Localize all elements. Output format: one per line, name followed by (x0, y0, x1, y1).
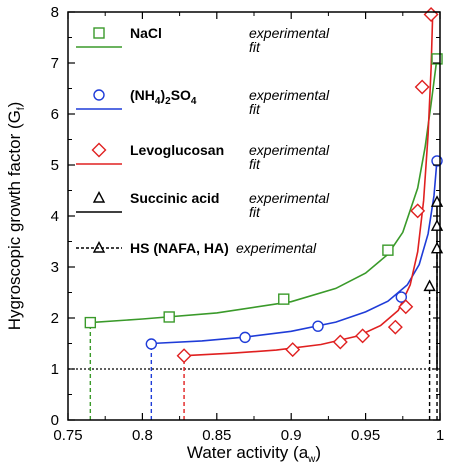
fit-line (151, 159, 438, 345)
data-point (431, 53, 443, 65)
y-axis-title-sub: f (16, 107, 27, 110)
fit-line (184, 17, 434, 357)
data-point (423, 279, 436, 292)
x-tick-label: 0.85 (202, 427, 231, 444)
legend-name-part: ) (160, 87, 165, 103)
data-point (414, 79, 430, 95)
data-point (84, 316, 97, 329)
data-point (332, 334, 348, 350)
data-point (285, 342, 301, 358)
data-point (423, 7, 439, 23)
legend-experimental-label: experimental (236, 240, 317, 256)
data-point (278, 293, 290, 305)
x-axis-title: Water activity (aw) (187, 443, 321, 465)
x-tick-label: 0.9 (281, 427, 302, 444)
data-point (387, 319, 403, 335)
data-point (410, 203, 426, 219)
data-point (145, 338, 158, 350)
reference-lines-layer (68, 248, 440, 420)
legend-name-part: 4 (191, 96, 197, 107)
legend-marker (92, 240, 106, 253)
y-tick-label: 7 (51, 55, 59, 72)
legend-series-name: (NH4)2SO4 (130, 87, 197, 107)
data-point (239, 331, 251, 344)
y-axis-title: Hygroscopic growth factor (Gf) (5, 102, 27, 331)
legend-experimental-label: experimental (249, 142, 330, 158)
x-tick-label: 0.8 (132, 427, 153, 444)
y-tick-label: 6 (51, 106, 59, 123)
legend-series-name: Levoglucosan (130, 142, 224, 158)
axis-ticks-layer: 0.75 0.8 0.85 0.9 0.95 1 0 1 2 3 4 5 6 7 8 (51, 4, 445, 444)
fit-lines-layer (90, 17, 438, 369)
x-tick-label: 0.95 (351, 427, 380, 444)
data-point (355, 328, 371, 344)
data-point (395, 291, 408, 303)
legend-marker (93, 89, 105, 101)
legend-fit-label: fit (249, 156, 261, 172)
x-axis-title-end: ) (315, 443, 321, 462)
y-tick-label: 1 (51, 361, 59, 378)
data-point (176, 348, 192, 364)
y-axis-title-end: ) (5, 102, 24, 108)
y-tick-label: 0 (51, 412, 59, 429)
legend-marker (91, 142, 107, 158)
y-tick-label: 4 (51, 208, 59, 225)
legend-series-name: NaCl (130, 25, 162, 41)
x-axis-title-main: Water activity (a (187, 443, 309, 462)
legend-experimental-label: experimental (249, 87, 330, 103)
x-tick-label: 0.75 (53, 427, 82, 444)
data-point (312, 320, 324, 332)
legend-name-part: (NH (130, 87, 155, 103)
y-tick-label: 3 (51, 259, 59, 276)
x-axis-title-sub: w (307, 454, 316, 465)
data-point (382, 244, 394, 256)
fit-line (90, 57, 438, 324)
legend-series-name: HS (NAFA, HA) (130, 240, 229, 256)
data-point (163, 311, 175, 323)
data-points-layer (84, 7, 444, 364)
legend-fit-label: fit (249, 101, 261, 117)
legend-series-name: Succinic acid (130, 190, 219, 206)
y-tick-label: 8 (51, 4, 59, 21)
y-axis-title-main: Hygroscopic growth factor (G (5, 110, 24, 330)
y-tick-label: 2 (51, 310, 59, 327)
data-point (398, 299, 414, 315)
legend-marker (92, 190, 106, 203)
legend-name-part: 4 (155, 96, 161, 107)
legend-name-part: 2 (165, 96, 171, 107)
x-tick-label: 1 (436, 427, 444, 444)
y-tick-label: 5 (51, 157, 59, 174)
legend-marker (93, 27, 105, 39)
legend-experimental-label: experimental (249, 25, 330, 41)
legend-fit-label: fit (249, 204, 261, 220)
legend-experimental-label: experimental (249, 190, 330, 206)
legend-fit-label: fit (249, 39, 261, 55)
legend-name-part: SO (171, 87, 191, 103)
